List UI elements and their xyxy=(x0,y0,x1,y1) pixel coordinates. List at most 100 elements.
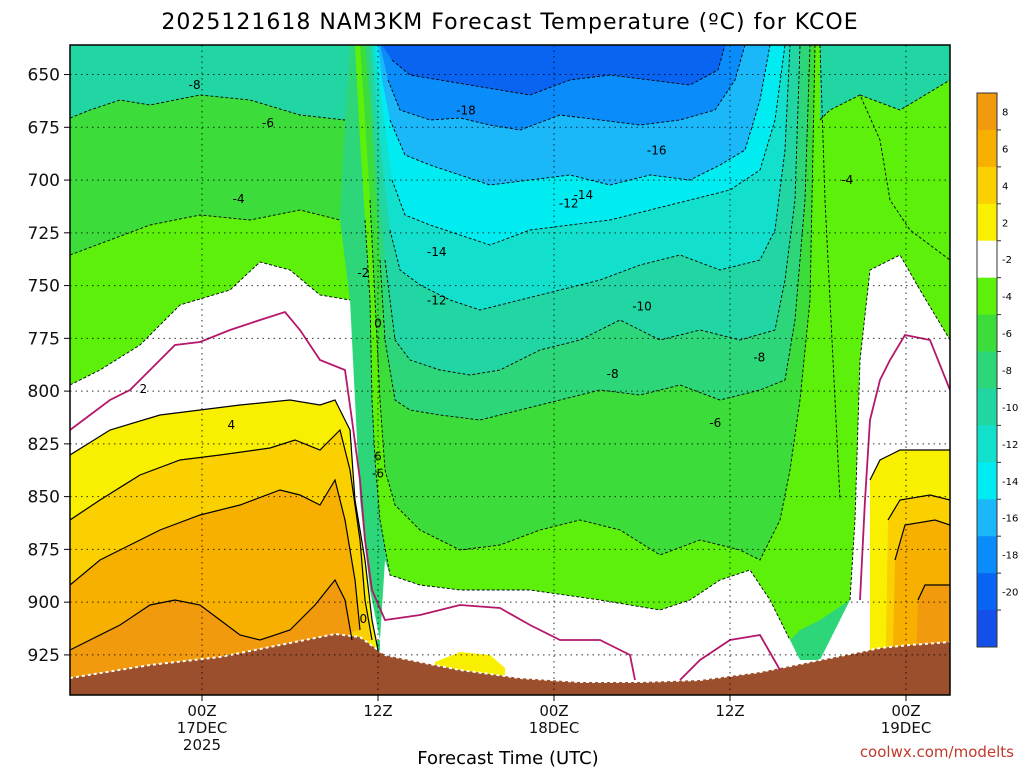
colorbar: 8 6 4 2 -2 -4 -6 -8 -10 -12 -14 -16 -18 -20 xyxy=(976,92,1018,648)
colorbar-swatch xyxy=(977,240,997,279)
contour-lines xyxy=(70,45,950,681)
contour-minus8-center xyxy=(379,45,811,421)
region-8c-left xyxy=(70,580,352,695)
contour-minus2-far xyxy=(819,94,950,261)
contour-label: -4 xyxy=(841,173,853,187)
x-tick-label: 00Z xyxy=(187,702,216,720)
y-tick-label: 925 xyxy=(28,646,60,666)
contour-label: -16 xyxy=(647,144,667,158)
region-minus4-left xyxy=(70,210,350,385)
colorbar-tick-label: 6 xyxy=(1002,144,1008,155)
x-tick-label: 00Z xyxy=(539,702,568,720)
colorbar-swatch xyxy=(977,573,997,611)
x-tick-label: 19DEC xyxy=(881,719,932,737)
contour-zero-left xyxy=(70,310,636,681)
contour-label: -12 xyxy=(559,196,579,210)
contour-label: -14 xyxy=(574,188,594,202)
x-tick-label: 12Z xyxy=(363,702,392,720)
contour-label: 0 xyxy=(374,317,382,331)
contour-minus6-left xyxy=(70,209,341,256)
contour-6c-left xyxy=(70,478,361,631)
region-minus10-topleft xyxy=(70,45,350,120)
x-tick-label: 17DEC xyxy=(177,719,228,737)
credit-text: coolwx.com/modelts xyxy=(860,743,1014,761)
y-tick-label: 775 xyxy=(28,329,60,349)
colorbar-swatch xyxy=(977,388,997,426)
x-axis-label: Forecast Time (UTC) xyxy=(417,748,598,768)
colorbar-swatch xyxy=(977,93,997,131)
contour-8c-right xyxy=(917,584,950,601)
colorbar-tick-label: -14 xyxy=(1002,477,1018,488)
colorbar-tick-label: -12 xyxy=(1002,440,1018,451)
contour-label: -12 xyxy=(427,293,447,307)
contour-6c-right xyxy=(894,519,950,561)
y-tick-label: 800 xyxy=(28,382,60,402)
colorbar-swatch xyxy=(977,129,997,168)
colorbar-swatch xyxy=(977,536,997,574)
colorbar-swatch xyxy=(977,314,997,353)
colorbar-tick-label: -20 xyxy=(1002,588,1018,599)
contour-label: -10 xyxy=(632,300,652,314)
contour-2c-left xyxy=(70,399,379,651)
colorbar-tick-label: -6 xyxy=(1002,329,1012,340)
plot-frame xyxy=(69,44,951,696)
x-tick-label: 18DEC xyxy=(529,719,580,737)
colorbar-swatch xyxy=(977,277,997,316)
contour-minus2-right xyxy=(819,45,950,501)
colorbar-frame xyxy=(976,92,998,648)
contour-minus8-left xyxy=(70,94,346,121)
chart-title: 2025121618 NAM3KM Forecast Temperature (… xyxy=(161,10,858,35)
contour-label: -8 xyxy=(607,367,619,381)
contour-label: -6 xyxy=(709,416,721,430)
region-minus10-topright xyxy=(820,45,950,120)
contour-minus14 xyxy=(391,45,786,246)
contour-label: 6 xyxy=(59,519,67,533)
colorbar-swatch xyxy=(977,462,997,500)
colorbar-tick-label: -8 xyxy=(1002,366,1012,377)
contour-label: 0 xyxy=(360,612,368,626)
contour-label: -4 xyxy=(233,192,245,206)
terrain xyxy=(70,634,950,695)
colorbar-tick-label: -4 xyxy=(1002,292,1012,303)
y-tick-label: 900 xyxy=(28,593,60,613)
colorbar-swatch xyxy=(977,203,997,242)
contour-8c-left xyxy=(70,578,353,651)
contour-2c-right xyxy=(869,449,950,481)
x-tick-label: 2025 xyxy=(183,736,221,754)
gridlines xyxy=(70,45,950,695)
region-minus20-center xyxy=(382,45,725,95)
y-tick-label: 650 xyxy=(28,66,60,86)
colorbar-tick-label: 2 xyxy=(1002,218,1008,229)
contour-label: -18 xyxy=(456,103,476,117)
contour-minus16 xyxy=(389,45,771,186)
contour-label: 2 xyxy=(140,382,148,396)
y-tick-label: 675 xyxy=(28,118,60,138)
x-tick-label: 12Z xyxy=(715,702,744,720)
contour-label: 6 xyxy=(374,450,382,464)
contour-minus18 xyxy=(387,45,746,131)
contour-label: -14 xyxy=(427,245,447,259)
colorbar-swatch xyxy=(977,610,997,648)
y-tick-label: 825 xyxy=(28,435,60,455)
y-tick-label: 750 xyxy=(28,277,60,297)
contour-label: 4 xyxy=(228,418,236,432)
contour-label: -8 xyxy=(189,78,201,92)
y-tick-label: 875 xyxy=(28,540,60,560)
contour-4c-right xyxy=(887,494,950,521)
region-minus6-left xyxy=(70,95,345,255)
contour-minus10 xyxy=(384,45,801,376)
colorbar-swatch xyxy=(977,425,997,463)
y-tick-label: 725 xyxy=(28,224,60,244)
colorbar-swatch xyxy=(977,351,997,389)
colorbar-tick-label: 4 xyxy=(1002,181,1008,192)
y-tick-label: 700 xyxy=(28,171,60,191)
contour-4c-left xyxy=(70,428,373,641)
colorbar-tick-label: -16 xyxy=(1002,514,1018,525)
terrain-edge xyxy=(70,632,950,683)
colorbar-swatch xyxy=(977,166,997,205)
colorbar-swatch xyxy=(977,499,997,537)
